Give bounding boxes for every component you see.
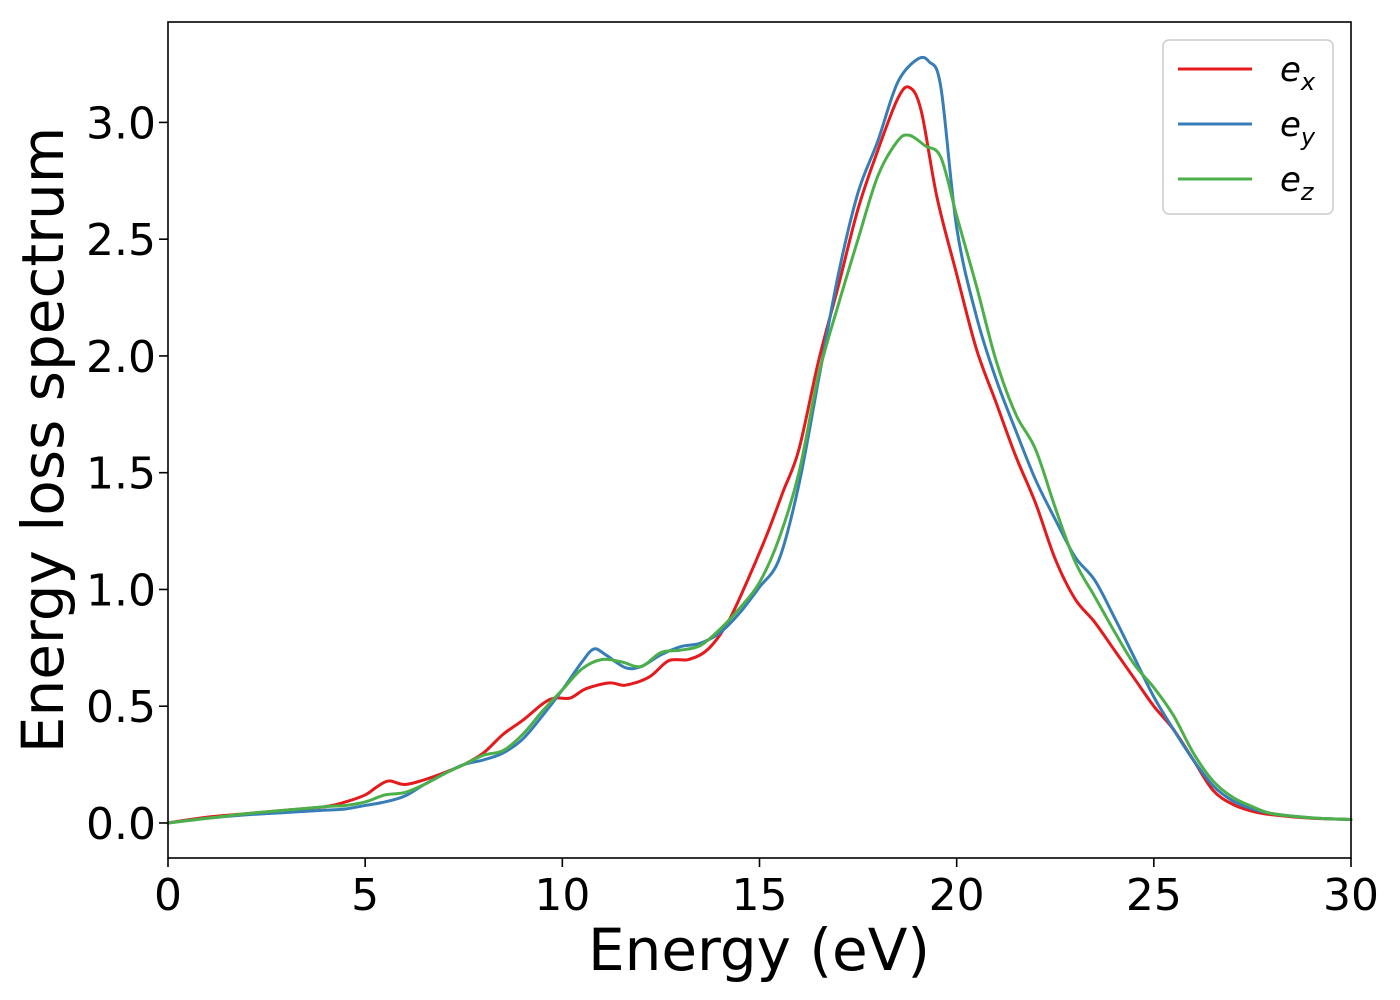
- legend-label-subscript: z: [1300, 178, 1315, 206]
- series-layer: [166, 55, 1353, 825]
- y-tick-label: 2.5: [86, 215, 156, 266]
- series-line-ex: [166, 85, 1353, 825]
- legend-label-subscript: y: [1300, 123, 1316, 151]
- y-tick-label: 1.5: [86, 449, 156, 500]
- legend-label: ez: [1280, 160, 1315, 206]
- legend-label-main: e: [1280, 105, 1301, 145]
- x-tick-label: 5: [351, 870, 379, 921]
- y-tick-label: 1.0: [86, 565, 156, 616]
- y-tick-label: 2.0: [86, 332, 156, 383]
- x-tick-label: 15: [732, 870, 788, 921]
- x-tick-label: 0: [154, 870, 182, 921]
- x-tick-label: 30: [1323, 870, 1379, 921]
- legend-label: ey: [1280, 105, 1316, 151]
- legend-label-main: e: [1280, 160, 1301, 200]
- x-tick-label: 20: [929, 870, 985, 921]
- x-tick-label: 25: [1126, 870, 1182, 921]
- y-tick-label: 3.0: [86, 98, 156, 149]
- legend-label-subscript: x: [1300, 68, 1316, 96]
- y-tick-label: 0.0: [86, 799, 156, 850]
- x-axis-label: Energy (eV): [588, 916, 930, 984]
- x-axis: 0 5 10 15 20 25 30: [154, 858, 1379, 921]
- y-tick-label: 0.5: [86, 682, 156, 733]
- x-tick-label: 10: [534, 870, 590, 921]
- series-line-ez: [166, 133, 1353, 825]
- legend-box: [1162, 39, 1334, 215]
- legend-label: ex: [1280, 50, 1316, 96]
- legend-label-main: e: [1280, 50, 1301, 90]
- y-axis: 0.0 0.5 1.0 1.5 2.0 2.5 3.0: [86, 98, 168, 850]
- y-axis-label: Energy loss spectrum: [9, 127, 77, 753]
